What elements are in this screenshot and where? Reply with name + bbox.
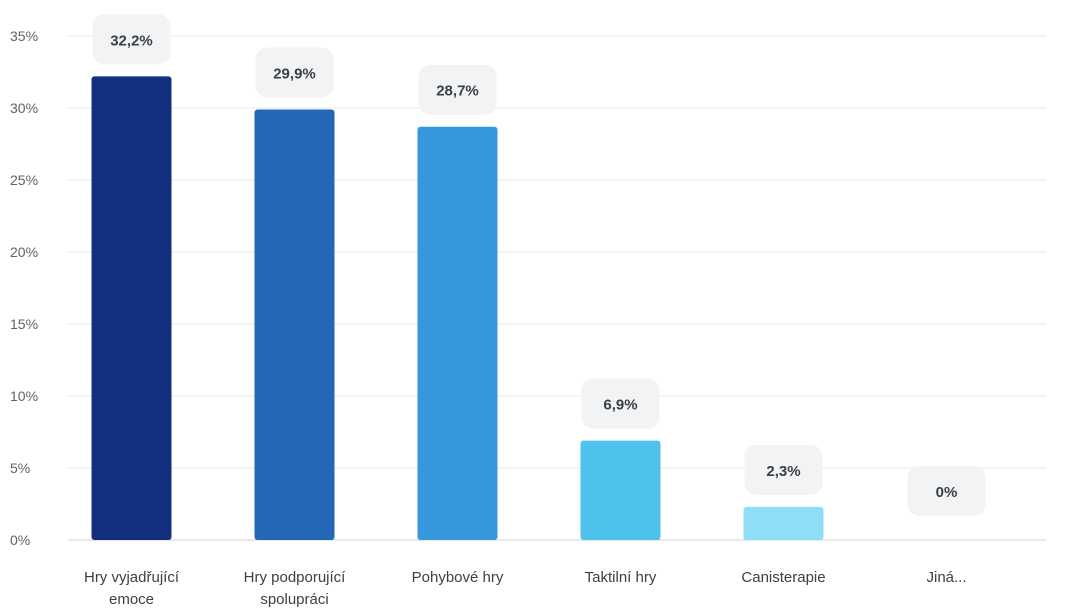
category-label-line: Canisterapie [741, 569, 825, 586]
data-label: 29,9% [273, 65, 316, 82]
data-label: 28,7% [436, 83, 479, 100]
category-label-line: spolupráci [260, 591, 328, 608]
category-label: Pohybové hry [412, 569, 504, 586]
data-label: 6,9% [603, 397, 637, 414]
y-tick-label: 15% [10, 316, 38, 332]
y-tick-label: 25% [10, 172, 38, 188]
category-label: Jiná... [926, 569, 966, 586]
data-label: 32,2% [110, 32, 153, 49]
y-tick-label: 0% [10, 532, 30, 548]
data-label-background [92, 14, 171, 65]
y-tick-label: 30% [10, 100, 38, 116]
category-label: Taktilní hry [585, 569, 657, 586]
bar[interactable] [580, 440, 661, 540]
category-label: Canisterapie [741, 569, 825, 586]
category-label-line: Pohybové hry [412, 569, 504, 586]
data-label-background [418, 64, 497, 115]
bar[interactable] [254, 109, 335, 540]
data-label-background [581, 378, 660, 429]
category-label-line: emoce [109, 591, 154, 608]
y-tick-label: 20% [10, 244, 38, 260]
category-label-line: Hry vyjadřující [84, 569, 180, 586]
bar[interactable] [417, 126, 498, 540]
category-label: Hry podporující spolupráci [244, 569, 347, 608]
data-label-background [255, 47, 334, 98]
y-tick-label: 5% [10, 460, 30, 476]
bar[interactable] [743, 506, 824, 540]
data-label-background [744, 444, 823, 495]
category-label-line: Hry podporující [244, 569, 347, 586]
data-label: 0% [936, 484, 958, 501]
bar[interactable] [91, 76, 172, 540]
data-label-background [907, 466, 986, 516]
category-label: Hry vyjadřující emoce [84, 569, 180, 608]
data-label: 2,3% [766, 463, 800, 480]
y-tick-label: 10% [10, 388, 38, 404]
category-label-line: Taktilní hry [585, 569, 657, 586]
category-label-line: Jiná... [926, 569, 966, 586]
y-tick-label: 35% [10, 28, 38, 44]
